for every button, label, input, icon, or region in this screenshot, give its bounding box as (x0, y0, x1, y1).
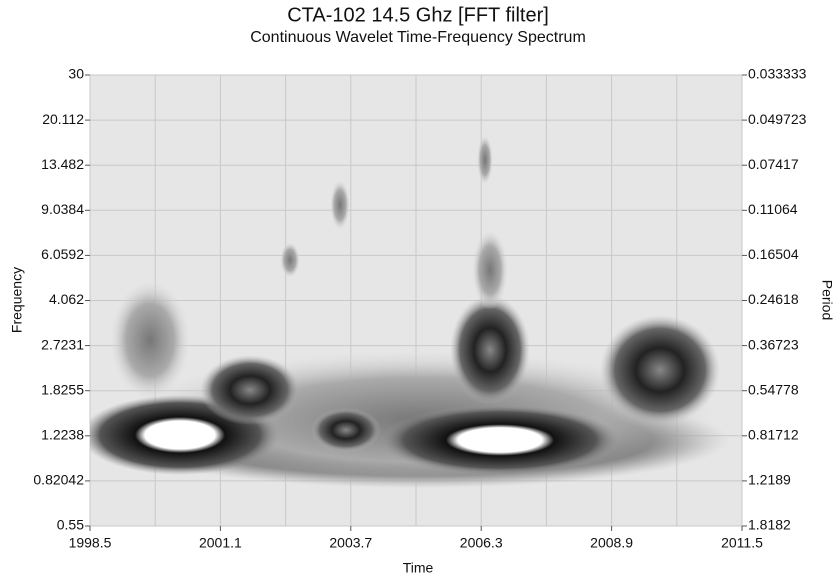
y2-tick-label: 0.033333 (748, 66, 807, 82)
y2-tick-label: 0.07417 (748, 156, 799, 172)
y-tick-label: 20.112 (42, 111, 84, 127)
y2-axis-label: Period (819, 280, 835, 320)
chart-subtitle: Continuous Wavelet Time-Frequency Spectr… (250, 29, 586, 46)
y-tick-label: 0.82042 (33, 472, 84, 488)
spectrum-blob (330, 180, 350, 230)
spectrum-blob (600, 315, 720, 425)
y-tick-label: 4.062 (49, 291, 84, 307)
y-tick-label: 9.0384 (41, 201, 84, 217)
spectrum-blob (450, 295, 530, 405)
y-tick-label: 13.482 (41, 156, 84, 172)
spectrum-blob (280, 242, 300, 278)
x-tick-label: 2008.9 (590, 535, 633, 551)
spectrum-blob (110, 280, 190, 400)
y2-tick-label: 0.81712 (748, 427, 799, 443)
x-tick-label: 2006.3 (460, 535, 503, 551)
spectrum-blob (477, 135, 493, 185)
y-tick-label: 2.7231 (41, 336, 84, 352)
x-tick-label: 2011.5 (721, 535, 763, 551)
y2-tick-label: 0.049723 (748, 111, 807, 127)
y2-tick-label: 0.16504 (748, 246, 799, 262)
x-tick-label: 2001.1 (199, 535, 242, 551)
y-tick-label: 1.8255 (41, 381, 84, 397)
chart-title: CTA-102 14.5 Ghz [FFT filter] (287, 4, 549, 26)
spectrum-blob (311, 408, 381, 452)
y-axis-label: Frequency (9, 267, 25, 333)
y-tick-label: 1.2238 (41, 427, 84, 443)
y-tick-label: 0.55 (57, 517, 84, 533)
y2-tick-label: 0.36723 (748, 336, 799, 352)
spectrum-blob (472, 230, 508, 310)
y2-tick-label: 0.24618 (748, 291, 799, 307)
spectrum-blob (380, 405, 620, 475)
y-tick-label: 30 (68, 66, 84, 82)
spectrum (90, 135, 730, 490)
x-tick-label: 1998.5 (69, 535, 112, 551)
x-axis-label: Time (403, 560, 434, 576)
y-tick-label: 6.0592 (41, 246, 84, 262)
x-tick-label: 2003.7 (329, 535, 372, 551)
y2-tick-label: 1.2189 (748, 472, 791, 488)
y2-tick-label: 0.11064 (748, 201, 798, 217)
spectrum-blob (200, 355, 300, 425)
y2-tick-label: 1.8182 (748, 517, 791, 533)
y2-tick-label: 0.54778 (748, 381, 799, 397)
